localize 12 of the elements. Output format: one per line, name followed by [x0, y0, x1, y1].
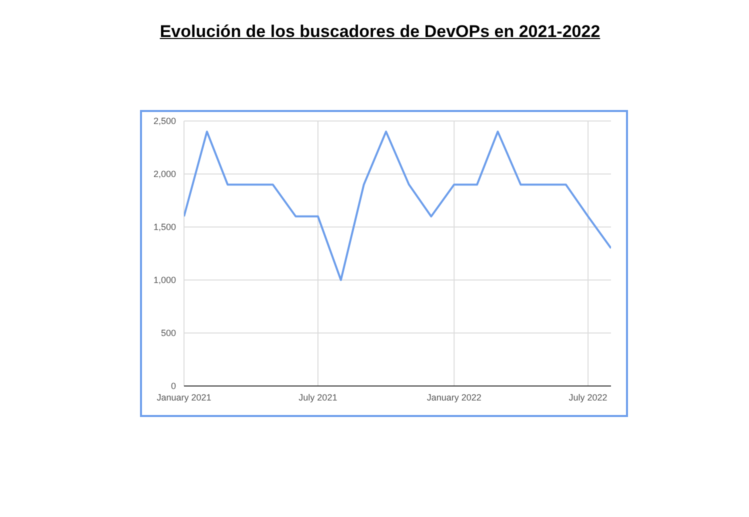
y-tick-label: 1,500	[153, 222, 176, 232]
y-tick-label: 500	[160, 328, 176, 338]
y-tick-label: 2,000	[153, 169, 176, 180]
x-tick-label: January 2021	[156, 392, 212, 402]
y-tick-label: 2,500	[153, 116, 176, 126]
line-series	[184, 130, 611, 281]
chart-title: Evolución de los buscadores de DevOPs en 2021-2022	[158, 22, 602, 42]
y-tick-label: 0	[170, 381, 176, 392]
x-tick-label: July 2021	[298, 392, 338, 402]
x-tick-label: July 2022	[568, 392, 608, 402]
y-tick-label: 1,000	[153, 275, 176, 286]
x-tick-label: January 2022	[426, 392, 482, 402]
